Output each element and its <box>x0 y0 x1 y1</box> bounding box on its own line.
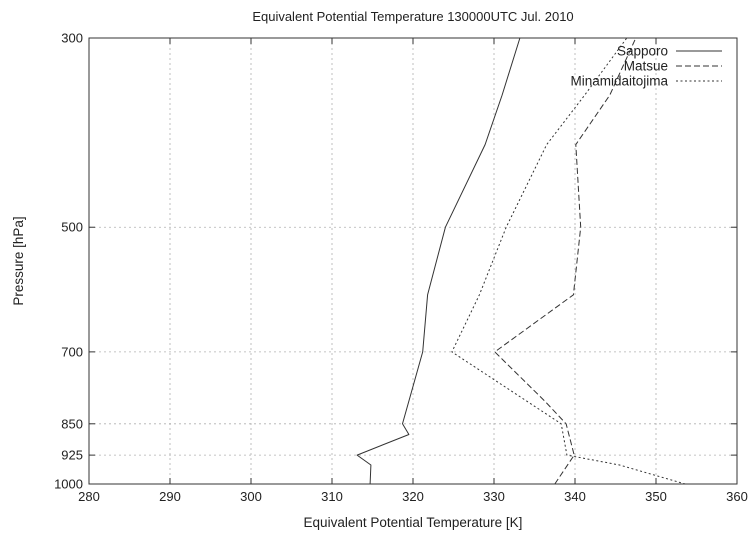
y-tick-label: 500 <box>61 220 83 235</box>
series-line-minamidaitojima <box>451 37 686 485</box>
series-layer <box>356 37 686 485</box>
x-tick-label: 280 <box>78 489 100 504</box>
tick-layer: 280 290 300 310 320 330 340 350 360 300 500 700 850 9… <box>54 31 748 505</box>
x-tick-label: 320 <box>402 489 424 504</box>
legend-label: Minamidaitojima <box>570 74 668 89</box>
y-tick-label: 1000 <box>54 477 83 492</box>
series-line-sapporo <box>356 37 521 485</box>
x-tick-label: 340 <box>564 489 586 504</box>
y-tick-label: 300 <box>61 31 83 46</box>
x-axis-title: Equivalent Potential Temperature [K] <box>304 515 523 530</box>
legend-label: Matsue <box>624 59 668 74</box>
series-line-matsue <box>494 37 637 485</box>
x-tick-label: 350 <box>645 489 667 504</box>
x-tick-label: 310 <box>321 489 343 504</box>
x-tick-label: 290 <box>159 489 181 504</box>
x-tick-label: 300 <box>240 489 262 504</box>
grid-layer <box>89 38 737 484</box>
x-tick-label: 330 <box>483 489 505 504</box>
y-tick-label: 700 <box>61 344 83 359</box>
legend-label: Sapporo <box>617 44 668 59</box>
y-tick-label: 850 <box>61 416 83 431</box>
y-tick-label: 925 <box>61 448 83 463</box>
chart-title: Equivalent Potential Temperature 130000U… <box>252 9 573 24</box>
x-tick-label: 360 <box>726 489 748 504</box>
y-axis-title: Pressure [hPa] <box>11 216 26 305</box>
